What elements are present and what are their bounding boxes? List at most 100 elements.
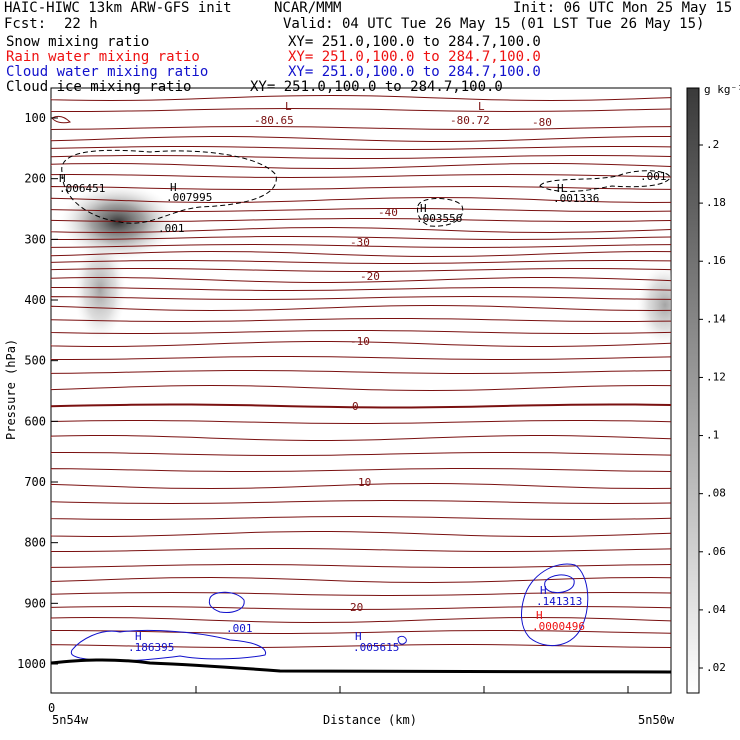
cloud-water-contour-right-inner — [544, 574, 575, 593]
isotherm-line — [51, 126, 671, 131]
center-label: NCAR/MMM — [274, 0, 342, 16]
max-h-5: H — [135, 630, 142, 643]
y-tick-label-100: 100 — [24, 111, 46, 125]
isotherm-line — [51, 482, 671, 490]
low-label-1: L — [285, 100, 292, 113]
field-cloudice-xy: XY= 251.0,100.0 to 284.7,100.0 — [250, 79, 503, 95]
cloud-water-contour-small — [208, 591, 245, 613]
isotherm-lines — [51, 94, 671, 648]
max-value-8: .0000496 — [532, 620, 585, 633]
valid-time: Valid: 04 UTC Tue 26 May 15 (01 LST Tue … — [283, 16, 705, 32]
isotherm-line — [51, 499, 671, 505]
level-label-2: .001 — [640, 170, 667, 183]
max-h-8: H — [536, 609, 543, 622]
isotherm-line — [51, 185, 671, 190]
max-value-1: .006451 — [59, 182, 105, 195]
isotherm-line — [51, 162, 671, 170]
temp-label-6: -20 — [360, 270, 380, 283]
fcst-label: Fcst: — [4, 16, 47, 32]
colorbar-tick-label: .14 — [706, 312, 726, 325]
y-tick-label-700: 700 — [24, 475, 46, 489]
isotherm-line — [51, 384, 671, 392]
isotherm-line — [51, 318, 671, 322]
isotherm-line — [51, 196, 671, 204]
y-axis-label: Pressure (hPa) — [4, 339, 18, 440]
isotherm-line — [51, 268, 671, 272]
isotherm-line — [51, 208, 671, 212]
y-tick-label-900: 900 — [24, 596, 46, 610]
max-h-4: H — [557, 182, 564, 195]
isotherm-line — [51, 630, 671, 634]
max-value-7: .141313 — [536, 595, 582, 608]
field-cloudwater-xy: XY= 251.0,100.0 to 284.7,100.0 — [288, 64, 541, 80]
max-h-7: H — [540, 584, 547, 597]
isotherm-line — [51, 605, 671, 611]
isotherm-line — [51, 146, 671, 150]
isotherm-line — [51, 226, 671, 234]
y-tick-label-200: 200 — [24, 172, 46, 186]
field-cloudwater-name: Cloud water mixing ratio — [6, 64, 209, 80]
y-axis: 100 200 300 400 500 600 700 800 900 1000 — [17, 111, 58, 671]
cloud-ice-contour-right — [539, 170, 671, 192]
x-right-label: 5n50w — [638, 713, 675, 727]
isotherm-line — [51, 304, 671, 312]
isotherm-line — [51, 107, 671, 113]
field-rain-name: Rain water mixing ratio — [6, 49, 200, 65]
max-h-6: H — [355, 630, 362, 643]
x-left-label: 5n54w — [52, 713, 89, 727]
temp-label-9: 10 — [358, 476, 371, 489]
level-label-1: .001 — [158, 222, 185, 235]
max-h-2: H — [170, 181, 177, 194]
snow-shading-core — [60, 184, 176, 260]
isotherm-line — [51, 218, 671, 222]
low-label-2: L — [478, 100, 485, 113]
isotherm-line — [51, 403, 671, 409]
isotherm-line — [51, 236, 671, 240]
max-h-1: H — [59, 172, 66, 185]
colorbar-tick-label: .06 — [706, 545, 726, 558]
colorbar — [686, 87, 700, 694]
max-h-3: H — [420, 202, 427, 215]
isotherm-line — [51, 277, 671, 283]
isotherm-line — [51, 548, 671, 552]
isotherm-line — [51, 420, 671, 424]
field-snow-xy: XY= 251.0,100.0 to 284.7,100.0 — [288, 34, 541, 50]
field-rain-xy: XY= 251.0,100.0 to 284.7,100.0 — [288, 49, 541, 65]
temp-label-7: -10 — [350, 335, 370, 348]
isotherm-line — [51, 516, 671, 520]
x-axis-label: Distance (km) — [323, 713, 417, 727]
colorbar-tick-label: .12 — [706, 370, 726, 383]
isotherm-line — [51, 260, 671, 264]
max-value-5: .186395 — [128, 641, 174, 654]
level-label-3: .001 — [226, 622, 253, 635]
isotherm-line — [51, 155, 671, 159]
max-value-6: .005615 — [353, 641, 399, 654]
isotherm-line — [51, 591, 671, 597]
isotherm-edge-loop — [51, 115, 71, 124]
terrain-line — [51, 658, 671, 674]
colorbar-tick-label: .18 — [706, 196, 726, 209]
y-tick-label-600: 600 — [24, 414, 46, 428]
colorbar-unit: g kg⁻¹ — [704, 83, 740, 96]
colorbar-tick-label: .04 — [706, 603, 726, 616]
y-tick-label-800: 800 — [24, 536, 46, 550]
cloud-water-contour-mid — [397, 635, 407, 645]
isotherm-line — [51, 435, 671, 441]
isotherm-line — [51, 295, 671, 301]
isotherm-line — [51, 452, 671, 456]
isotherm-line — [51, 370, 671, 374]
isotherm-line — [51, 287, 671, 291]
snow-shading-tail — [74, 240, 126, 340]
isotherm-line — [51, 644, 671, 648]
fcst-value: 22 h — [64, 16, 98, 32]
isotherm-line — [51, 136, 671, 142]
y-tick-label-500: 500 — [24, 354, 46, 368]
y-tick-label-300: 300 — [24, 232, 46, 246]
isotherm-line — [51, 531, 671, 537]
max-value-4: .001336 — [553, 192, 599, 205]
max-value-3: .003556 — [416, 212, 462, 225]
isotherm-line — [51, 576, 671, 584]
temp-label-4: -40 — [378, 206, 398, 219]
cloud-ice-contour-left — [61, 149, 277, 224]
snow-shading-right — [637, 265, 671, 345]
